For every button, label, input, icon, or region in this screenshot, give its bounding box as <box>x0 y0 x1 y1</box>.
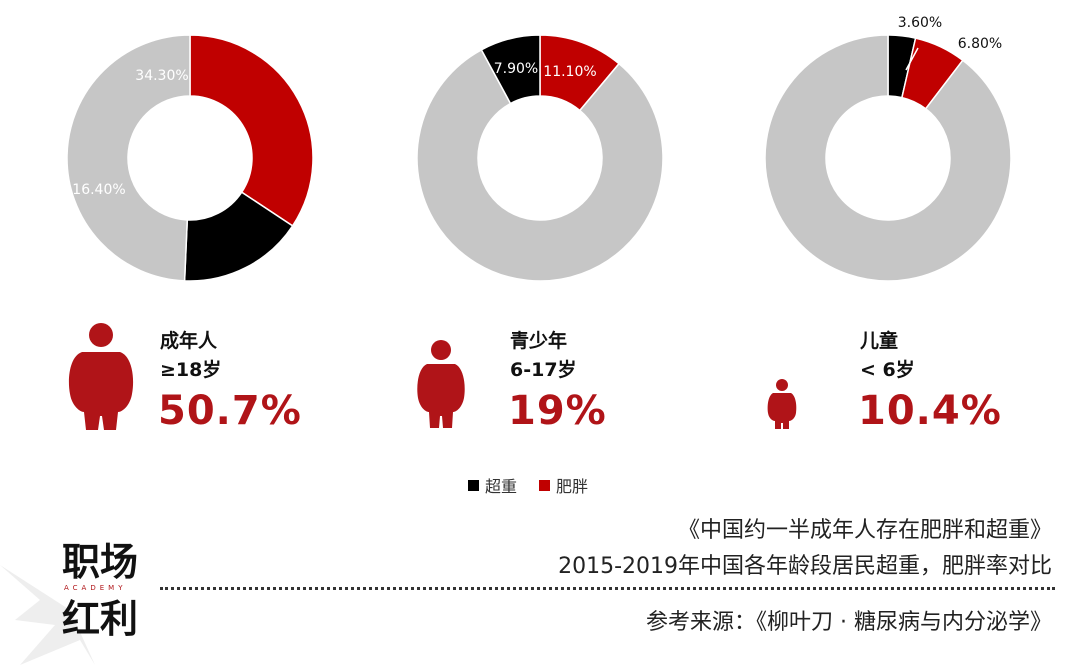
group-age-teens: 6-17岁 <box>510 359 577 381</box>
donut-2-leader-line <box>905 47 919 71</box>
legend-label-obese: 肥胖 <box>556 477 589 496</box>
donut-0-slice-2 <box>66 34 191 282</box>
chart-title: 《中国约一半成年人存在肥胖和超重》 <box>677 518 1052 543</box>
group-total-children: 10.4% <box>858 388 1002 434</box>
donut-2-label-0: 3.60% <box>898 15 942 31</box>
donut-1-slice-2 <box>480 34 541 105</box>
donut-2-slice-2 <box>764 34 1012 282</box>
brand-logo: 职场 ACADEMY 红利 <box>0 540 138 665</box>
logo-text-bottom: 红利 <box>62 597 138 641</box>
adult-figure-icon <box>68 323 134 430</box>
dotted-divider <box>160 587 1055 590</box>
donut-0-label-0: 34.30% <box>135 68 188 84</box>
group-name-teens: 青少年 <box>510 330 568 352</box>
chart-subtitle: 2015-2019年中国各年龄段居民超重，肥胖率对比 <box>558 554 1052 579</box>
donut-1-label-0: 11.10% <box>543 64 596 80</box>
group-age-adults: ≥18岁 <box>160 359 222 381</box>
legend-item-obese: 肥胖 <box>539 473 588 497</box>
legend-swatch-obese <box>539 479 551 491</box>
legend: 超重 肥胖 <box>468 473 610 497</box>
logo-text-top: 职场 <box>62 540 138 584</box>
source-note: 参考来源：《柳叶刀 · 糖尿病与内分泌学》 <box>646 610 1052 635</box>
logo-text-tag: ACADEMY <box>64 584 126 592</box>
group-total-teens: 19% <box>508 388 607 434</box>
donut-1-label-2: 7.90% <box>494 61 538 77</box>
group-age-children: < 6岁 <box>860 359 915 381</box>
donut-2-label-1: 6.80% <box>958 36 1002 52</box>
donut-1-slice-1 <box>416 48 664 282</box>
donut-0-slice-0 <box>189 34 314 227</box>
group-name-adults: 成年人 <box>160 330 218 352</box>
teen-figure-icon <box>417 340 465 428</box>
donut-0-label-1: 16.40% <box>72 182 125 198</box>
legend-swatch-overweight <box>468 479 479 491</box>
donut-charts: 34.30% 16.40% 11.10% 7.90% 3.60% 6.80% <box>66 15 1012 282</box>
legend-item-overweight: 超重 <box>468 473 517 497</box>
legend-label-overweight: 超重 <box>485 477 518 496</box>
group-total-adults: 50.7% <box>158 388 302 434</box>
group-name-children: 儿童 <box>860 330 899 352</box>
child-figure-icon <box>767 379 797 429</box>
